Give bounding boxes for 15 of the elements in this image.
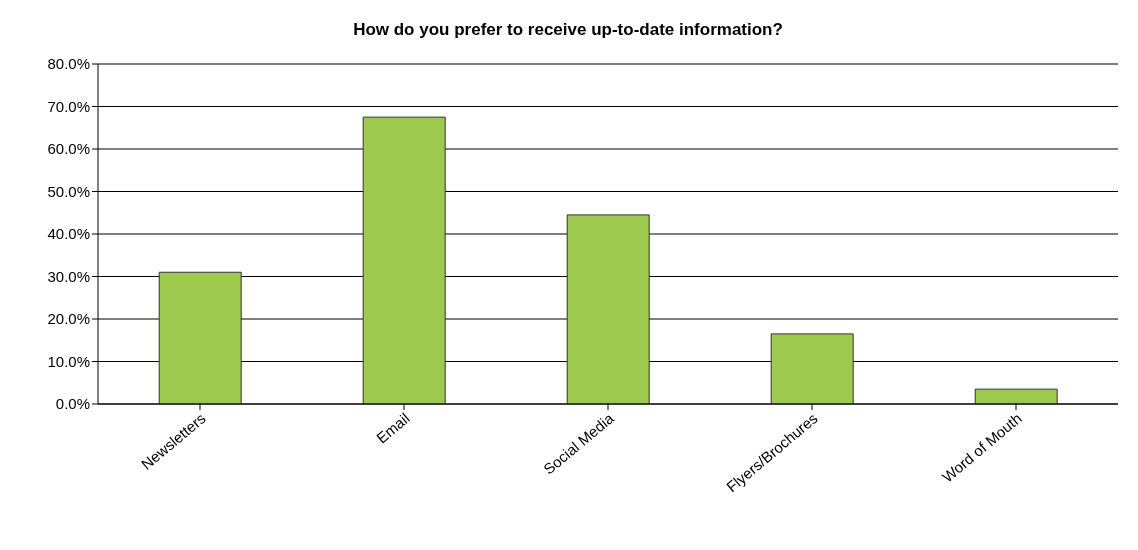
y-tick-label: 80.0% <box>47 55 90 73</box>
y-tick-label: 30.0% <box>47 267 90 285</box>
bar <box>974 388 1058 404</box>
y-tick-label: 70.0% <box>47 97 90 115</box>
bar <box>158 271 242 404</box>
y-tick-label: 50.0% <box>47 182 90 200</box>
y-tick-label: 0.0% <box>55 395 90 413</box>
bar <box>362 116 446 404</box>
y-tick-label: 40.0% <box>47 225 90 243</box>
bar <box>770 333 854 404</box>
chart-title: How do you prefer to receive up-to-date information? <box>352 20 784 40</box>
bar <box>566 214 650 404</box>
y-tick-label: 20.0% <box>47 310 90 328</box>
y-tick-label: 60.0% <box>47 140 90 158</box>
y-tick-label: 10.0% <box>47 352 90 370</box>
